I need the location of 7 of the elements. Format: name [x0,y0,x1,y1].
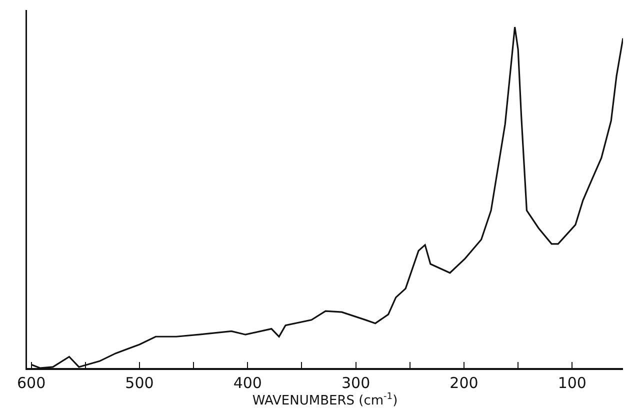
x-tick-label: 600 [17,374,46,392]
x-tick-label: 300 [342,374,370,392]
x-tick-label: 100 [558,374,586,392]
x-tick-label: 400 [233,374,262,392]
x-axis-title: WAVENUMBERS (cm$^{-1}$) [252,392,398,408]
x-tick-label: 500 [125,374,154,392]
x-tick-label: 200 [450,374,478,392]
